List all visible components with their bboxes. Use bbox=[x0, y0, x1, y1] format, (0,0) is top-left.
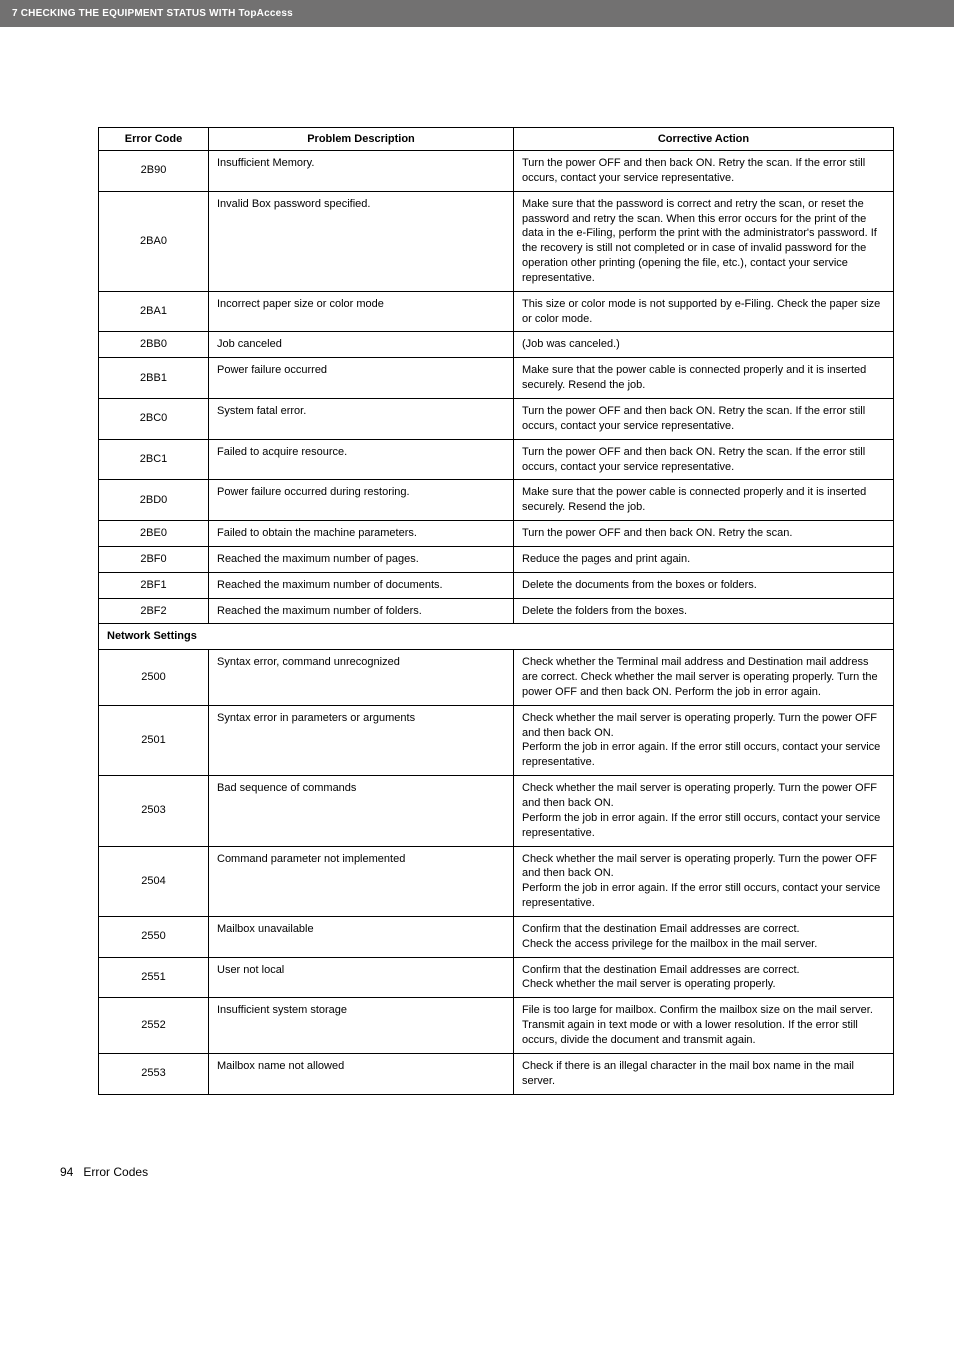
problem-description-cell: Reached the maximum number of documents. bbox=[209, 572, 514, 598]
error-code-cell: 2BC0 bbox=[99, 398, 209, 439]
table-row: 2BA0Invalid Box password specified.Make … bbox=[99, 191, 894, 291]
page-content: Error Code Problem Description Correctiv… bbox=[0, 27, 954, 1135]
error-code-cell: 2BA0 bbox=[99, 191, 209, 291]
table-row: 2BF1Reached the maximum number of docume… bbox=[99, 572, 894, 598]
problem-description-cell: Insufficient system storage bbox=[209, 998, 514, 1054]
table-row: 2BA1Incorrect paper size or color modeTh… bbox=[99, 291, 894, 332]
corrective-action-cell: Delete the documents from the boxes or f… bbox=[514, 572, 894, 598]
problem-description-cell: Failed to obtain the machine parameters. bbox=[209, 521, 514, 547]
table-row: 2BE0Failed to obtain the machine paramet… bbox=[99, 521, 894, 547]
corrective-action-cell: Confirm that the destination Email addre… bbox=[514, 957, 894, 998]
header-error-code: Error Code bbox=[99, 128, 209, 151]
table-header-row: Error Code Problem Description Correctiv… bbox=[99, 128, 894, 151]
error-code-cell: 2553 bbox=[99, 1053, 209, 1094]
corrective-action-cell: File is too large for mailbox. Confirm t… bbox=[514, 998, 894, 1054]
problem-description-cell: Bad sequence of commands bbox=[209, 776, 514, 846]
section-header-row: Network Settings bbox=[99, 624, 894, 650]
problem-description-cell: User not local bbox=[209, 957, 514, 998]
chapter-title: 7 CHECKING THE EQUIPMENT STATUS WITH Top… bbox=[12, 8, 293, 19]
problem-description-cell: Mailbox unavailable bbox=[209, 916, 514, 957]
error-code-cell: 2BB1 bbox=[99, 358, 209, 399]
corrective-action-cell: Check whether the mail server is operati… bbox=[514, 776, 894, 846]
page-number: 94 bbox=[60, 1165, 73, 1179]
page-footer: 94 Error Codes bbox=[0, 1135, 954, 1199]
corrective-action-cell: Turn the power OFF and then back ON. Ret… bbox=[514, 439, 894, 480]
problem-description-cell: Job canceled bbox=[209, 332, 514, 358]
table-row: 2BD0Power failure occurred during restor… bbox=[99, 480, 894, 521]
section-header-cell: Network Settings bbox=[99, 624, 894, 650]
header-problem-description: Problem Description bbox=[209, 128, 514, 151]
corrective-action-cell: Make sure that the password is correct a… bbox=[514, 191, 894, 291]
corrective-action-cell: Make sure that the power cable is connec… bbox=[514, 358, 894, 399]
problem-description-cell: Reached the maximum number of folders. bbox=[209, 598, 514, 624]
problem-description-cell: Invalid Box password specified. bbox=[209, 191, 514, 291]
error-code-cell: 2BA1 bbox=[99, 291, 209, 332]
problem-description-cell: Syntax error in parameters or arguments bbox=[209, 705, 514, 775]
error-code-cell: 2503 bbox=[99, 776, 209, 846]
error-code-cell: 2500 bbox=[99, 650, 209, 706]
table-row: 2553Mailbox name not allowedCheck if the… bbox=[99, 1053, 894, 1094]
error-code-cell: 2504 bbox=[99, 846, 209, 916]
problem-description-cell: Command parameter not implemented bbox=[209, 846, 514, 916]
error-code-cell: 2B90 bbox=[99, 151, 209, 192]
error-code-cell: 2BF0 bbox=[99, 546, 209, 572]
error-code-cell: 2550 bbox=[99, 916, 209, 957]
footer-title: Error Codes bbox=[83, 1165, 148, 1179]
corrective-action-cell: Reduce the pages and print again. bbox=[514, 546, 894, 572]
table-row: 2552Insufficient system storageFile is t… bbox=[99, 998, 894, 1054]
table-row: 2551User not localConfirm that the desti… bbox=[99, 957, 894, 998]
corrective-action-cell: (Job was canceled.) bbox=[514, 332, 894, 358]
corrective-action-cell: Delete the folders from the boxes. bbox=[514, 598, 894, 624]
problem-description-cell: Insufficient Memory. bbox=[209, 151, 514, 192]
corrective-action-cell: Turn the power OFF and then back ON. Ret… bbox=[514, 398, 894, 439]
problem-description-cell: Syntax error, command unrecognized bbox=[209, 650, 514, 706]
table-row: 2B90Insufficient Memory.Turn the power O… bbox=[99, 151, 894, 192]
corrective-action-cell: Check whether the Terminal mail address … bbox=[514, 650, 894, 706]
error-code-cell: 2501 bbox=[99, 705, 209, 775]
corrective-action-cell: Confirm that the destination Email addre… bbox=[514, 916, 894, 957]
corrective-action-cell: Check whether the mail server is operati… bbox=[514, 846, 894, 916]
corrective-action-cell: This size or color mode is not supported… bbox=[514, 291, 894, 332]
problem-description-cell: Incorrect paper size or color mode bbox=[209, 291, 514, 332]
table-row: 2503Bad sequence of commandsCheck whethe… bbox=[99, 776, 894, 846]
error-code-cell: 2BC1 bbox=[99, 439, 209, 480]
table-row: 2550Mailbox unavailableConfirm that the … bbox=[99, 916, 894, 957]
error-codes-table: Error Code Problem Description Correctiv… bbox=[98, 127, 894, 1095]
error-code-cell: 2BE0 bbox=[99, 521, 209, 547]
error-code-cell: 2BB0 bbox=[99, 332, 209, 358]
table-row: 2BC1Failed to acquire resource.Turn the … bbox=[99, 439, 894, 480]
problem-description-cell: Power failure occurred bbox=[209, 358, 514, 399]
corrective-action-cell: Turn the power OFF and then back ON. Ret… bbox=[514, 521, 894, 547]
table-row: 2BC0System fatal error.Turn the power OF… bbox=[99, 398, 894, 439]
chapter-header: 7 CHECKING THE EQUIPMENT STATUS WITH Top… bbox=[0, 0, 954, 27]
error-code-cell: 2552 bbox=[99, 998, 209, 1054]
table-row: 2BB0Job canceled(Job was canceled.) bbox=[99, 332, 894, 358]
error-code-cell: 2BF2 bbox=[99, 598, 209, 624]
table-row: 2501Syntax error in parameters or argume… bbox=[99, 705, 894, 775]
error-code-cell: 2BF1 bbox=[99, 572, 209, 598]
table-row: 2BB1Power failure occurredMake sure that… bbox=[99, 358, 894, 399]
problem-description-cell: Reached the maximum number of pages. bbox=[209, 546, 514, 572]
table-row: 2BF2Reached the maximum number of folder… bbox=[99, 598, 894, 624]
header-corrective-action: Corrective Action bbox=[514, 128, 894, 151]
problem-description-cell: System fatal error. bbox=[209, 398, 514, 439]
table-row: 2504Command parameter not implementedChe… bbox=[99, 846, 894, 916]
table-row: 2500Syntax error, command unrecognizedCh… bbox=[99, 650, 894, 706]
error-code-cell: 2551 bbox=[99, 957, 209, 998]
problem-description-cell: Mailbox name not allowed bbox=[209, 1053, 514, 1094]
corrective-action-cell: Turn the power OFF and then back ON. Ret… bbox=[514, 151, 894, 192]
problem-description-cell: Failed to acquire resource. bbox=[209, 439, 514, 480]
table-row: 2BF0Reached the maximum number of pages.… bbox=[99, 546, 894, 572]
corrective-action-cell: Make sure that the power cable is connec… bbox=[514, 480, 894, 521]
problem-description-cell: Power failure occurred during restoring. bbox=[209, 480, 514, 521]
corrective-action-cell: Check if there is an illegal character i… bbox=[514, 1053, 894, 1094]
error-code-cell: 2BD0 bbox=[99, 480, 209, 521]
corrective-action-cell: Check whether the mail server is operati… bbox=[514, 705, 894, 775]
